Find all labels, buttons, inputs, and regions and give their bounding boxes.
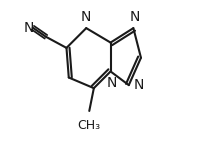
Text: N: N — [23, 21, 34, 35]
Text: N: N — [107, 76, 117, 90]
Text: N: N — [130, 10, 140, 24]
Text: N: N — [81, 10, 91, 24]
Text: CH₃: CH₃ — [78, 119, 101, 132]
Text: N: N — [134, 78, 144, 92]
